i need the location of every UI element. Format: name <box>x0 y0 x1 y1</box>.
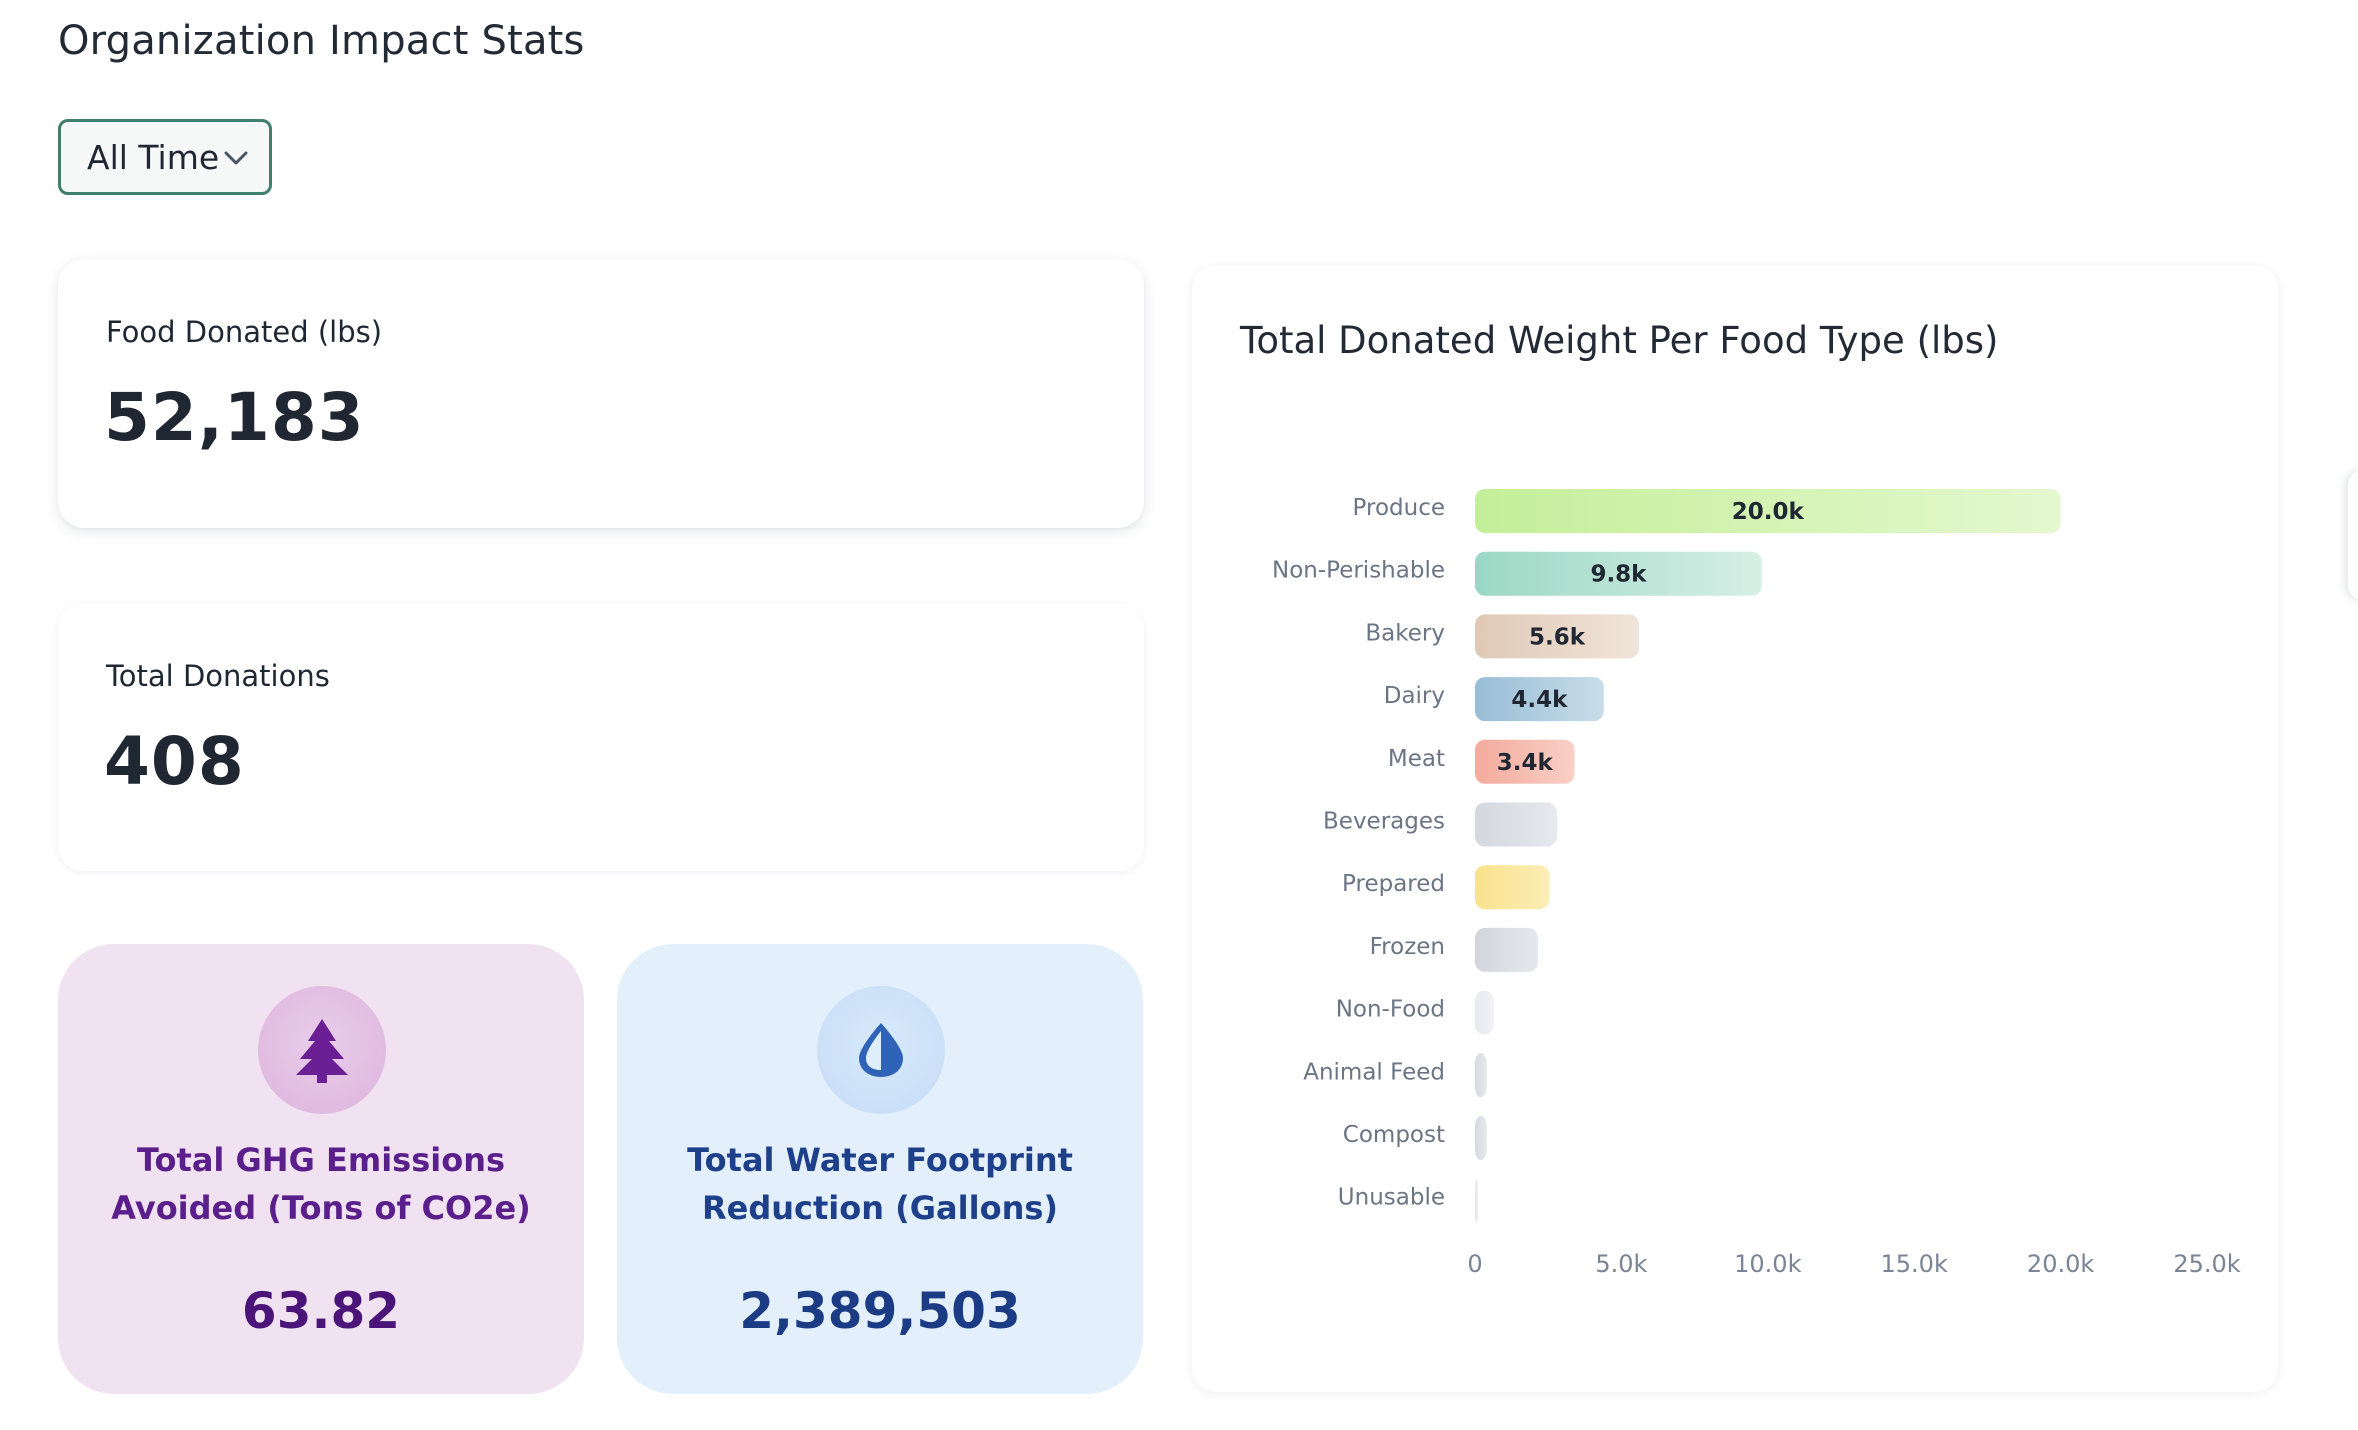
bar-meat[interactable] <box>1475 739 1575 784</box>
bar-unusable[interactable] <box>1475 1178 1478 1223</box>
total-donations-label: Total Donations <box>106 659 330 693</box>
x-tick-label: 15.0k <box>1881 1250 1948 1278</box>
category-label: Prepared <box>1342 871 1445 897</box>
category-label: Bakery <box>1365 620 1445 646</box>
food-donated-value: 52,183 <box>104 379 365 456</box>
side-panel-handle[interactable] <box>2348 470 2358 600</box>
water-footprint-card: Total Water Footprint Reduction (Gallons… <box>617 944 1143 1394</box>
time-range-selected-label: All Time <box>87 137 220 177</box>
water-footprint-value: 2,389,503 <box>739 1282 1021 1340</box>
category-label: Produce <box>1353 495 1445 521</box>
ghg-emissions-label: Total GHG Emissions Avoided (Tons of CO2… <box>111 1141 531 1227</box>
food-donated-label: Food Donated (lbs) <box>106 315 383 349</box>
food-donated-card: Food Donated (lbs) 52,183 <box>58 259 1144 528</box>
bar-value-label: 5.6k <box>1529 624 1586 650</box>
bar-prepared[interactable] <box>1475 865 1550 910</box>
x-tick-label: 20.0k <box>2027 1250 2094 1278</box>
tree-icon <box>258 986 386 1114</box>
x-tick-label: 10.0k <box>1734 1250 1801 1278</box>
chevron-down-icon <box>224 151 248 165</box>
ghg-emissions-card: Total GHG Emissions Avoided (Tons of CO2… <box>58 944 584 1394</box>
bar-value-label: 20.0k <box>1732 499 1805 525</box>
x-tick-label: 5.0k <box>1595 1250 1647 1278</box>
chart-title: Total Donated Weight Per Food Type (lbs) <box>1240 319 1999 362</box>
bar-produce[interactable] <box>1475 489 2061 533</box>
page-title: Organization Impact Stats <box>58 18 585 64</box>
category-label: Unusable <box>1338 1185 1445 1211</box>
bar-animal-feed[interactable] <box>1475 1053 1487 1098</box>
category-label: Non-Perishable <box>1272 558 1445 584</box>
food-type-chart-card: Total Donated Weight Per Food Type (lbs)… <box>1192 265 2278 1392</box>
category-label: Animal Feed <box>1303 1059 1445 1085</box>
category-label: Dairy <box>1384 683 1445 709</box>
bar-non-food[interactable] <box>1475 990 1495 1035</box>
total-donations-value: 408 <box>104 723 245 800</box>
bar-value-label: 3.4k <box>1497 750 1554 776</box>
category-label: Meat <box>1388 746 1445 772</box>
category-label: Beverages <box>1323 809 1445 835</box>
bar-dairy[interactable] <box>1475 677 1604 722</box>
total-donations-card: Total Donations 408 <box>58 603 1144 871</box>
bar-value-label: 4.4k <box>1511 687 1568 713</box>
water-footprint-label: Total Water Footprint Reduction (Gallons… <box>687 1141 1073 1227</box>
bar-bakery[interactable] <box>1475 614 1639 659</box>
water-drop-icon <box>817 986 945 1114</box>
category-label: Compost <box>1343 1122 1445 1148</box>
time-range-dropdown[interactable]: All Time <box>58 119 272 195</box>
x-tick-label: 25.0k <box>2173 1250 2240 1278</box>
food-type-bar-chart: Produce 20.0k Non-Perishable 9.8k Bakery 5.6k… <box>1272 489 2241 1278</box>
bar-frozen[interactable] <box>1475 927 1538 972</box>
ghg-emissions-value: 63.82 <box>241 1282 401 1340</box>
bar-non-perishable[interactable] <box>1475 551 1762 596</box>
category-label: Non-Food <box>1336 997 1445 1023</box>
bar-compost[interactable] <box>1475 1116 1487 1160</box>
bar-value-label: 9.8k <box>1590 562 1647 588</box>
bar-beverages[interactable] <box>1475 802 1557 847</box>
category-label: Frozen <box>1370 934 1445 960</box>
x-tick-label: 0 <box>1467 1250 1482 1278</box>
